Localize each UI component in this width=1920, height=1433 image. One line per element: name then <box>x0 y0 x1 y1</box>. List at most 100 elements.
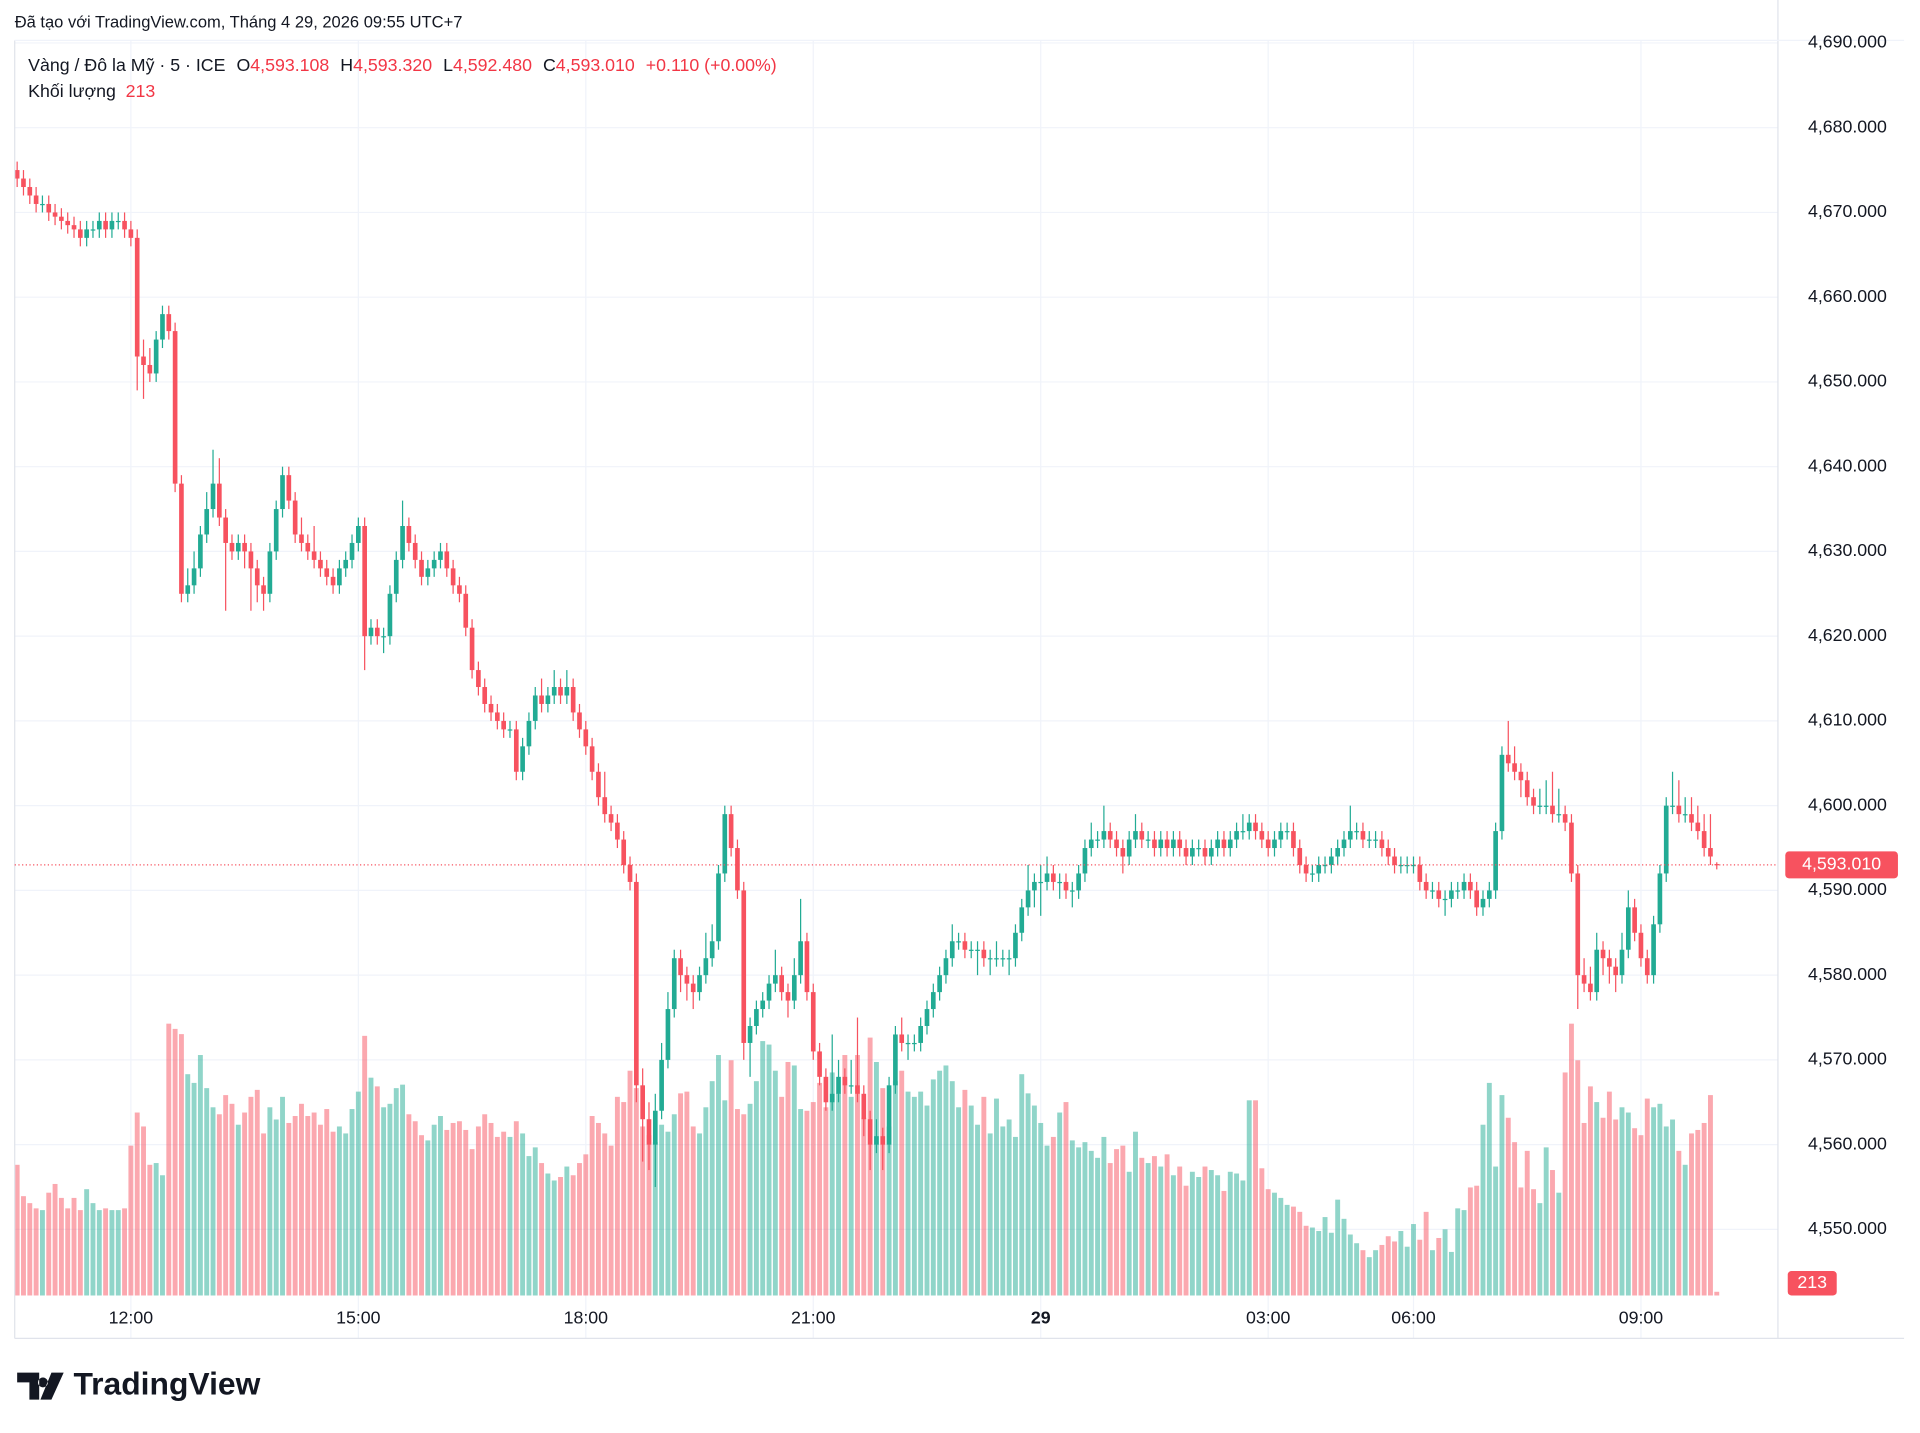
volume-bar <box>1430 1250 1435 1296</box>
last-price-label: 4,593.010 <box>1802 854 1881 874</box>
candle-body <box>1278 831 1284 840</box>
candle-body <box>583 729 589 747</box>
candle-body <box>785 992 791 1001</box>
volume-bar <box>305 1116 311 1296</box>
candle-body <box>476 670 481 688</box>
volume-bar <box>1695 1129 1701 1296</box>
volume-bar <box>659 1124 665 1296</box>
volume-bar <box>728 1060 734 1296</box>
candle-body <box>766 983 772 1001</box>
volume-bar <box>1569 1023 1574 1296</box>
volume-bar <box>1057 1112 1063 1296</box>
volume-bar <box>444 1129 450 1296</box>
candle-body <box>1032 881 1037 891</box>
volume-bar <box>1316 1231 1322 1296</box>
candle-body <box>722 814 728 874</box>
y-tick-label: 4,660.000 <box>1808 286 1887 306</box>
candle-body <box>1164 839 1170 849</box>
volume-bar <box>545 1173 551 1296</box>
candle-body <box>1297 848 1303 865</box>
candle-body <box>513 729 519 772</box>
candle-body <box>1265 839 1271 849</box>
candle-body <box>1569 822 1574 874</box>
candle-body <box>1240 831 1246 833</box>
candle-body <box>602 797 608 815</box>
volume-bar <box>1613 1119 1619 1296</box>
volume-bar <box>204 1088 210 1296</box>
candle-body <box>349 542 355 560</box>
volume-bar <box>1701 1122 1707 1296</box>
volume-bar <box>1657 1103 1663 1296</box>
volume-bar <box>425 1140 431 1296</box>
y-tick-label: 4,650.000 <box>1808 371 1887 391</box>
candle-body <box>463 593 469 628</box>
candle-body <box>564 687 570 696</box>
x-tick-label: 15:00 <box>336 1307 381 1327</box>
volume-bar <box>1189 1171 1195 1296</box>
volume-bar <box>709 1081 715 1296</box>
candle-body <box>204 509 210 535</box>
volume-bar <box>1284 1204 1290 1296</box>
candle-body <box>59 216 64 221</box>
candle-body <box>185 585 191 594</box>
candle-body <box>109 220 115 230</box>
volume-bar <box>1120 1145 1126 1296</box>
volume-bar <box>1392 1241 1397 1296</box>
candle-body <box>1524 780 1530 798</box>
candle-body <box>880 1136 886 1145</box>
volume-bar <box>1385 1236 1391 1296</box>
volume-bar <box>1063 1102 1069 1296</box>
candle-body <box>1468 881 1473 891</box>
volume-bar <box>317 1124 323 1296</box>
candle-body <box>912 1042 917 1045</box>
volume-bar <box>842 1055 848 1296</box>
candle-body <box>374 627 380 637</box>
candle-body <box>1291 831 1296 849</box>
volume-bar <box>1480 1124 1486 1296</box>
x-tick-label: 29 <box>1031 1307 1051 1327</box>
candle-body <box>267 551 273 594</box>
candle-body <box>425 568 431 577</box>
candle-body <box>229 542 235 552</box>
y-tick-label: 4,680.000 <box>1808 116 1887 136</box>
volume-bar <box>1594 1102 1600 1296</box>
volume-bar <box>419 1135 424 1296</box>
candle-body <box>1512 763 1517 772</box>
candle-body <box>311 551 317 560</box>
candle-body <box>1613 966 1619 976</box>
candle-body <box>431 559 437 569</box>
candle-body <box>1575 873 1581 976</box>
candle-body <box>1632 907 1637 933</box>
candle-body <box>596 771 601 798</box>
candle-body <box>1701 831 1707 849</box>
brand: TradingView <box>73 1366 260 1402</box>
volume-bar <box>684 1091 690 1296</box>
volume-bar <box>1455 1208 1461 1296</box>
candle-body <box>1682 814 1688 816</box>
candle-body <box>1272 839 1277 849</box>
volume-bar <box>1164 1154 1170 1296</box>
volume-bar <box>930 1079 936 1296</box>
candle-body <box>21 178 26 188</box>
candle-body <box>1594 949 1600 993</box>
volume-bar <box>431 1124 437 1296</box>
volume-bar <box>1297 1211 1303 1296</box>
volume-bar <box>1417 1239 1423 1296</box>
volume-bar <box>1651 1107 1657 1296</box>
candle-body <box>1347 831 1353 840</box>
candle-body <box>412 542 418 560</box>
volume-bar <box>558 1177 563 1296</box>
candle-body <box>1385 848 1391 857</box>
volume-bar <box>273 1119 279 1296</box>
candle-body <box>684 975 690 984</box>
candle-body <box>1038 881 1044 884</box>
volume-bar <box>1531 1189 1536 1296</box>
candle-body <box>930 992 936 1010</box>
volume-bar <box>1448 1251 1454 1296</box>
volume-bar <box>899 1070 905 1296</box>
candle-body <box>1461 881 1467 891</box>
volume-bar <box>1638 1135 1644 1296</box>
volume-bar <box>1354 1243 1360 1296</box>
volume-bar <box>14 1164 20 1296</box>
candle-body <box>640 1085 645 1120</box>
